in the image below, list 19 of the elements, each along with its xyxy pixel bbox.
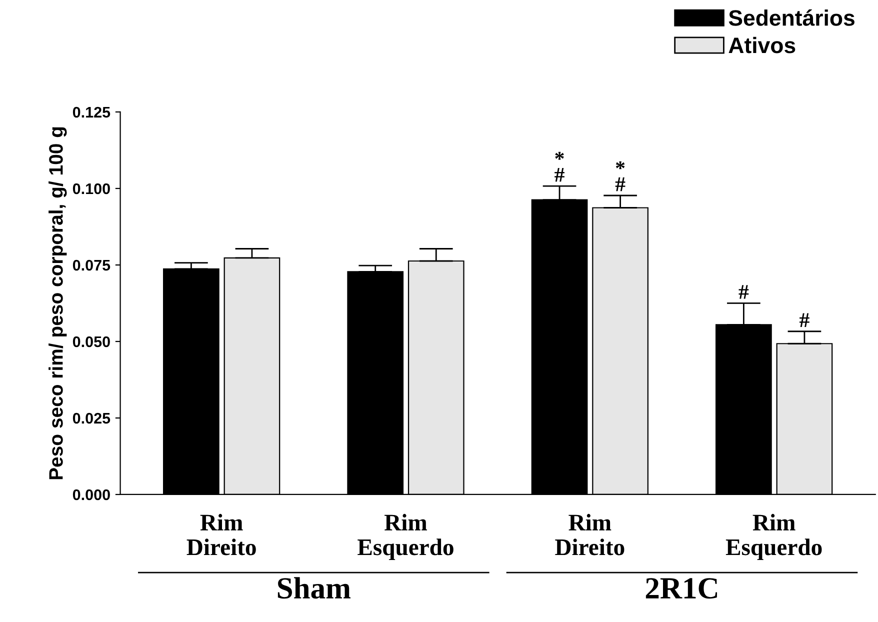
x-tick-label: Rim Esquerdo xyxy=(726,514,822,560)
y-tick-label: 0.025 xyxy=(72,412,110,424)
y-tick-label: 0.075 xyxy=(72,260,110,271)
x-tick-label: Rim Direito xyxy=(186,514,256,556)
x-tick-label: Rim Esquerdo xyxy=(358,514,454,560)
y-tick-label: 0.100 xyxy=(72,183,110,194)
y-tick-label: 0.000 xyxy=(72,489,110,500)
data-label: * # xyxy=(615,161,626,192)
text: Sham xyxy=(278,577,350,599)
legend-label: Ativos xyxy=(728,36,796,54)
data-label: # xyxy=(738,285,749,299)
y-axis-title: Peso seco rim/ peso corporal, g/ 100 g xyxy=(48,127,67,480)
text: 2R1C xyxy=(646,578,718,599)
x-tick-label: Rim Direito xyxy=(555,514,624,556)
data-label: # xyxy=(800,313,810,327)
data-label: * # xyxy=(554,152,564,182)
y-tick-label: 0.125 xyxy=(72,106,110,118)
legend-label: Sedentários xyxy=(728,9,854,26)
y-tick-label: 0.050 xyxy=(72,336,110,348)
